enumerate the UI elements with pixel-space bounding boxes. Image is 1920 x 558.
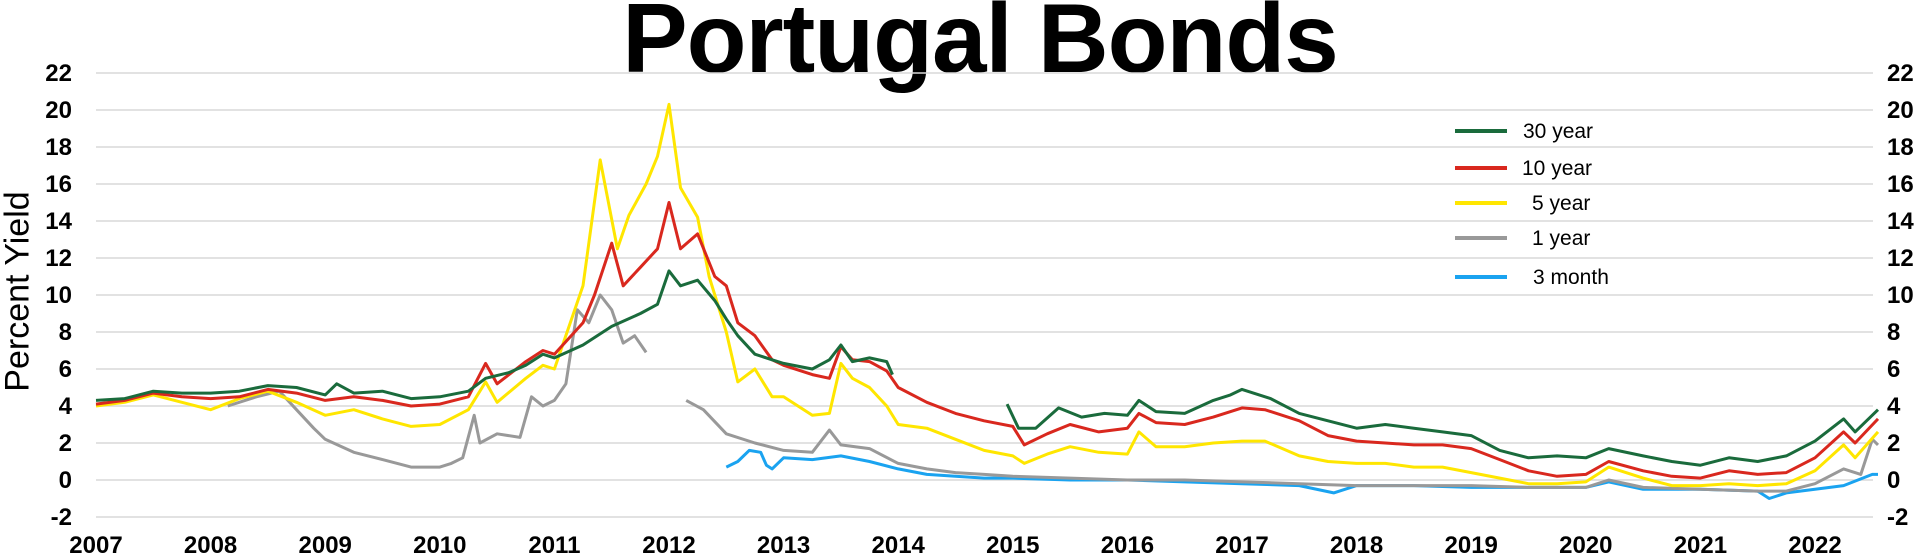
- legend-label: 1 year: [1532, 227, 1590, 250]
- y-tick-label-left: 6: [59, 356, 72, 383]
- data-series: [95, 102, 1880, 500]
- x-tick-label: 2020: [1559, 532, 1612, 558]
- y-tick-label-right: 0: [1887, 467, 1900, 494]
- y-tick-label-right: 4: [1887, 393, 1901, 420]
- x-tick-label: 2007: [69, 532, 122, 558]
- y-tick-label-right: -2: [1887, 504, 1908, 531]
- y-tick-label-right: 8: [1887, 319, 1900, 346]
- x-tick-label: 2014: [872, 532, 926, 558]
- legend-item: 3 month: [1455, 266, 1609, 289]
- legend-item: 30 year: [1455, 120, 1593, 143]
- y-tick-label-right: 12: [1887, 245, 1914, 272]
- y-tick-label-left: 16: [45, 171, 72, 198]
- x-tick-label: 2010: [413, 532, 466, 558]
- x-tick-label: 2012: [642, 532, 695, 558]
- y-tick-label-right: 2: [1887, 430, 1900, 457]
- y-tick-label-left: 0: [59, 467, 72, 494]
- y-axis-left-ticks: -2 0 2 4 6 8 10 12 14 16 18 20 22: [45, 60, 72, 531]
- legend: 30 year 10 year 5 year 1 year 3 month: [1455, 120, 1609, 289]
- x-tick-label: 2022: [1788, 532, 1841, 558]
- series-line-1-year: [685, 399, 1880, 493]
- legend-label: 5 year: [1532, 192, 1590, 215]
- legend-item: 5 year: [1455, 192, 1590, 215]
- gridlines: [96, 72, 1873, 518]
- x-tick-label: 2011: [528, 532, 580, 558]
- y-tick-label-left: 14: [45, 208, 72, 235]
- y-tick-label-left: 12: [45, 245, 72, 272]
- x-tick-label: 2019: [1445, 532, 1498, 558]
- series-line-30-year: [95, 269, 894, 402]
- y-tick-label-left: -2: [51, 504, 72, 531]
- y-tick-label-right: 18: [1887, 134, 1914, 161]
- y-tick-label-right: 16: [1887, 171, 1914, 198]
- legend-label: 10 year: [1522, 157, 1592, 180]
- legend-label: 30 year: [1523, 120, 1593, 143]
- y-axis-right-ticks: -2 0 2 4 6 8 10 12 14 16 18 20 22: [1887, 60, 1914, 531]
- series-line-10-year: [95, 201, 1880, 480]
- y-tick-label-left: 20: [45, 97, 72, 124]
- y-tick-label-left: 8: [59, 319, 72, 346]
- y-tick-label-left: 18: [45, 134, 72, 161]
- x-tick-label: 2013: [757, 532, 810, 558]
- legend-item: 1 year: [1455, 227, 1590, 250]
- y-tick-label-right: 14: [1887, 208, 1914, 235]
- x-tick-label: 2021: [1674, 532, 1727, 558]
- x-tick-label: 2009: [299, 532, 352, 558]
- series-line-5-year: [95, 102, 1880, 488]
- x-tick-label: 2018: [1330, 532, 1383, 558]
- chart-title: Portugal Bonds: [622, 0, 1339, 93]
- x-tick-label: 2017: [1215, 532, 1268, 558]
- legend-label: 3 month: [1533, 266, 1609, 289]
- y-tick-label-left: 4: [59, 393, 73, 420]
- legend-item: 10 year: [1455, 157, 1592, 180]
- x-tick-label: 2016: [1101, 532, 1154, 558]
- y-tick-label-right: 6: [1887, 356, 1900, 383]
- y-tick-label-left: 22: [45, 60, 72, 87]
- y-tick-label-left: 10: [45, 282, 72, 309]
- series-line-1-year: [227, 293, 648, 469]
- y-tick-label-left: 2: [59, 430, 72, 457]
- series-line-30-year: [1005, 387, 1880, 467]
- x-tick-label: 2015: [986, 532, 1039, 558]
- x-tick-label: 2008: [184, 532, 237, 558]
- y-tick-label-right: 22: [1887, 60, 1914, 87]
- y-tick-label-right: 20: [1887, 97, 1914, 124]
- x-axis-ticks: 2007 2008 2009 2010 2011 2012 2013 2014 2015 2016…: [69, 532, 1841, 558]
- y-tick-label-right: 10: [1887, 282, 1914, 309]
